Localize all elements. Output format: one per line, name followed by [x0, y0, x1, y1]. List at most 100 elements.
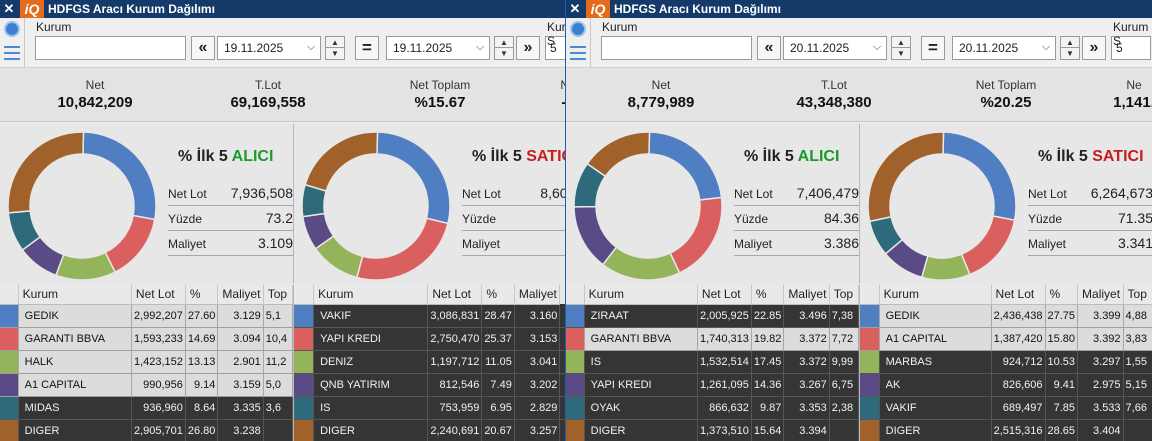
table-row[interactable]: GARANTI BBVA 1,740,313 19.82 3.372 7,72 — [566, 327, 860, 351]
percent-cell: 28.47 — [481, 304, 515, 328]
table-row[interactable]: DIGER 2,240,691 20.67 3.257 — [294, 419, 587, 441]
chevron-down-icon[interactable]: ⌵ — [306, 41, 316, 53]
refresh-icon[interactable] — [570, 21, 586, 37]
column-header[interactable]: Net Lot — [697, 285, 752, 305]
column-header[interactable]: Top — [829, 285, 860, 305]
spin-up-icon[interactable]: ▲ — [495, 37, 513, 48]
broker-name: ZIRAAT — [584, 304, 698, 328]
spin-down-icon[interactable]: ▼ — [897, 49, 905, 58]
date-to-field[interactable]: 19.11.2025 — [386, 36, 490, 60]
cost-cell: 3.372 — [783, 350, 830, 374]
table-row[interactable]: A1 CAPITAL 1,387,420 15.80 3.392 3,83 — [860, 327, 1152, 351]
close-icon[interactable]: ✕ — [3, 1, 15, 16]
spin-down-icon[interactable]: ▼ — [500, 49, 508, 58]
top-count-input[interactable]: 5 — [1111, 36, 1151, 60]
table-row[interactable]: YAPI KREDI 2,750,470 25.37 3.153 — [294, 327, 587, 351]
table-row[interactable]: HALK 1,423,152 13.13 2.901 11,2 — [0, 350, 294, 374]
column-header[interactable]: % — [185, 285, 219, 305]
table-row[interactable]: VAKIF 689,497 7.85 3.533 7,66 — [860, 396, 1152, 420]
column-header[interactable]: Kurum — [584, 285, 698, 305]
column-header[interactable]: Top — [263, 285, 294, 305]
prev-button[interactable]: « — [757, 36, 781, 60]
date-from-field[interactable]: 20.11.2025 — [783, 36, 887, 60]
side-tools — [0, 18, 25, 68]
table-row[interactable]: GARANTI BBVA 1,593,233 14.69 3.094 10,4 — [0, 327, 294, 351]
table-row[interactable]: GEDIK 2,436,438 27.75 3.399 4,88 — [860, 304, 1152, 328]
table-row[interactable]: DENIZ 1,197,712 11.05 3.041 — [294, 350, 587, 374]
equals-button[interactable]: = — [921, 36, 945, 60]
kurum-input[interactable] — [35, 36, 186, 60]
chevron-down-icon[interactable]: ⌵ — [475, 41, 485, 53]
color-swatch — [860, 304, 880, 328]
next-button[interactable]: » — [1082, 36, 1106, 60]
date-from-field[interactable]: 19.11.2025 — [217, 36, 321, 60]
kurum-input[interactable] — [601, 36, 752, 60]
date-to-spinner[interactable]: ▲ ▼ — [1060, 36, 1080, 60]
chevron-down-icon[interactable]: ⌵ — [1041, 41, 1051, 53]
swatch-fill — [294, 396, 313, 418]
cost-cell: 3.399 — [1077, 304, 1124, 328]
refresh-icon[interactable] — [4, 21, 20, 37]
stat-item: Net Toplam %15.67 — [410, 78, 470, 111]
percent-cell: 7.49 — [481, 373, 515, 397]
table-row[interactable]: MARBAS 924,712 10.53 3.297 1,55 — [860, 350, 1152, 374]
table-row[interactable]: A1 CAPITAL 990,956 9.14 3.159 5,0 — [0, 373, 294, 397]
menu-icon[interactable] — [4, 46, 20, 60]
spin-down-icon[interactable]: ▼ — [331, 49, 339, 58]
spin-up-icon[interactable]: ▲ — [1061, 37, 1079, 48]
spin-up-icon[interactable]: ▲ — [892, 37, 910, 48]
column-header[interactable]: % — [751, 285, 785, 305]
stat-label: Net — [85, 78, 105, 92]
table-row[interactable]: MIDAS 936,960 8.64 3.335 3,6 — [0, 396, 294, 420]
spin-down-icon[interactable]: ▼ — [1066, 49, 1074, 58]
menu-icon[interactable] — [570, 46, 586, 60]
table-row[interactable]: DIGER 1,373,510 15.64 3.394 — [566, 419, 860, 441]
color-header — [860, 285, 880, 305]
column-header[interactable]: Maliyet — [217, 285, 264, 305]
stat-value: %20.25 — [980, 94, 1032, 111]
column-header[interactable]: Kurum — [879, 285, 992, 305]
table-row[interactable]: DIGER 2,515,316 28.65 3.404 — [860, 419, 1152, 441]
column-header[interactable]: Net Lot — [131, 285, 186, 305]
table-row[interactable]: YAPI KREDI 1,261,095 14.36 3.267 6,75 — [566, 373, 860, 397]
table-row[interactable]: ZIRAAT 2,005,925 22.85 3.496 7,38 — [566, 304, 860, 328]
column-header[interactable]: Kurum — [313, 285, 429, 305]
swatch-fill — [566, 419, 584, 441]
summary-label: Net Lot — [1028, 187, 1067, 201]
spin-up-icon[interactable]: ▲ — [326, 37, 344, 48]
date-from-spinner[interactable]: ▲ ▼ — [325, 36, 345, 60]
color-swatch — [0, 327, 19, 351]
date-to-spinner[interactable]: ▲ ▼ — [494, 36, 514, 60]
close-icon[interactable]: ✕ — [569, 1, 581, 16]
prev-button[interactable]: « — [191, 36, 215, 60]
column-header[interactable]: % — [481, 285, 515, 305]
table-row[interactable]: OYAK 866,632 9.87 3.353 2,38 — [566, 396, 860, 420]
window-title: HDFGS Aracı Kurum Dağılımı — [48, 2, 215, 16]
table-row[interactable]: IS 753,959 6.95 2.829 — [294, 396, 587, 420]
table-row[interactable]: VAKIF 3,086,831 28.47 3.160 — [294, 304, 587, 328]
table-row[interactable]: GEDIK 2,992,207 27.60 3.129 5,1 — [0, 304, 294, 328]
column-header[interactable]: Top — [1123, 285, 1152, 305]
column-header[interactable]: Maliyet — [514, 285, 561, 305]
top-cell: 3,6 — [263, 396, 294, 420]
broker-name: MIDAS — [18, 396, 132, 420]
column-header[interactable]: Maliyet — [1077, 285, 1124, 305]
table-row[interactable]: QNB YATIRIM 812,546 7.49 3.202 — [294, 373, 587, 397]
next-button[interactable]: » — [516, 36, 540, 60]
broker-table: Kurum Net Lot% Maliyet Top ZIRAAT 2,005,925 22… — [566, 285, 860, 441]
column-header[interactable]: Net Lot — [991, 285, 1046, 305]
date-to-field[interactable]: 20.11.2025 — [952, 36, 1056, 60]
column-header[interactable]: Kurum — [18, 285, 132, 305]
chevron-down-icon[interactable]: ⌵ — [872, 41, 882, 53]
column-header[interactable]: Maliyet — [783, 285, 830, 305]
broker-name: DIGER — [18, 419, 132, 441]
table-row[interactable]: AK 826,606 9.41 2.975 5,15 — [860, 373, 1152, 397]
column-header[interactable]: Net Lot — [427, 285, 483, 305]
column-header[interactable]: % — [1045, 285, 1079, 305]
summary-title: % İlk 5 ALICI — [744, 148, 839, 166]
date-from-spinner[interactable]: ▲ ▼ — [891, 36, 911, 60]
table-row[interactable]: IS 1,532,514 17.45 3.372 9,99 — [566, 350, 860, 374]
net-lot-cell: 1,261,095 — [697, 373, 752, 397]
equals-button[interactable]: = — [355, 36, 379, 60]
table-row[interactable]: DIGER 2,905,701 26.80 3.238 — [0, 419, 294, 441]
